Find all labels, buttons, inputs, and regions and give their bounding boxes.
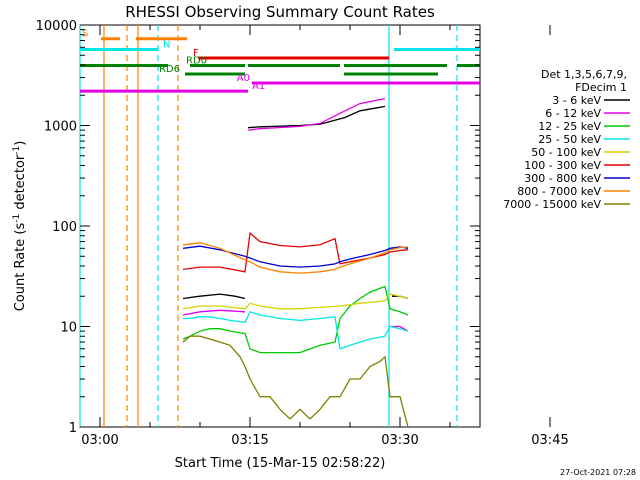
series-line: [182, 242, 409, 274]
x-tick-label: 03:45: [531, 433, 568, 448]
flag-label: RD0: [186, 56, 207, 67]
legend-entry-label: 50 - 100 keV: [531, 146, 601, 159]
chart-title: RHESSI Observing Summary Count Rates: [125, 3, 435, 21]
legend-entry-label: 25 - 50 keV: [538, 133, 601, 146]
vertical-markers: [79, 25, 458, 427]
legend-entry-label: 3 - 6 keV: [552, 94, 601, 107]
series-line: [182, 335, 409, 428]
series-line: [183, 311, 409, 350]
legend-entry-label: 6 - 12 keV: [545, 107, 601, 120]
legend-header-1: Det 1,3,5,6,7,9,: [541, 68, 627, 81]
flag-label: N: [163, 40, 170, 51]
plot-frame: [79, 24, 481, 428]
y-axis-ticks: 1 10 100 1000 10000: [36, 19, 480, 436]
y-tick-label: 1: [69, 421, 77, 436]
series-line: [182, 245, 409, 268]
series-line: [392, 325, 409, 332]
x-tick-label: 03:30: [381, 433, 418, 448]
y-tick-label: 1000: [44, 120, 77, 135]
x-tick-label: 03:15: [231, 433, 268, 448]
legend-entry-label: 7000 - 15000 keV: [503, 198, 601, 211]
legend-entry-label: 800 - 7000 keV: [517, 185, 601, 198]
series-line: [247, 97, 386, 131]
legend-header-2: FDecim 1: [575, 81, 627, 94]
series-line: [182, 231, 409, 273]
series-line: [182, 293, 246, 300]
series-line: [182, 309, 246, 316]
y-tick-label: 100: [52, 220, 77, 235]
series-line: [182, 293, 409, 310]
legend-entry-label: 100 - 300 keV: [524, 159, 601, 172]
generated-timestamp: 27-Oct-2021 07:28: [560, 468, 636, 477]
x-axis-label: Start Time (15-Mar-15 02:58:22): [175, 456, 386, 471]
y-tick-label: 10000: [36, 19, 77, 34]
series-line: [182, 285, 409, 354]
legend-entry-label: 300 - 800 keV: [524, 172, 601, 185]
flag-label: RD6: [159, 64, 180, 75]
y-tick-label: 10: [60, 321, 77, 336]
y-axis-label: Count Rate (s-1 detector-1): [12, 141, 28, 312]
flag-label: F: [193, 48, 199, 59]
flag-label: A0: [237, 73, 250, 84]
x-tick-label: 03:00: [81, 433, 118, 448]
series-line: [247, 105, 386, 129]
series-lines: [182, 97, 409, 428]
flag-label: A1: [252, 81, 265, 92]
legend-entry-label: 12 - 25 keV: [538, 120, 601, 133]
flag-label: S: [82, 29, 88, 40]
